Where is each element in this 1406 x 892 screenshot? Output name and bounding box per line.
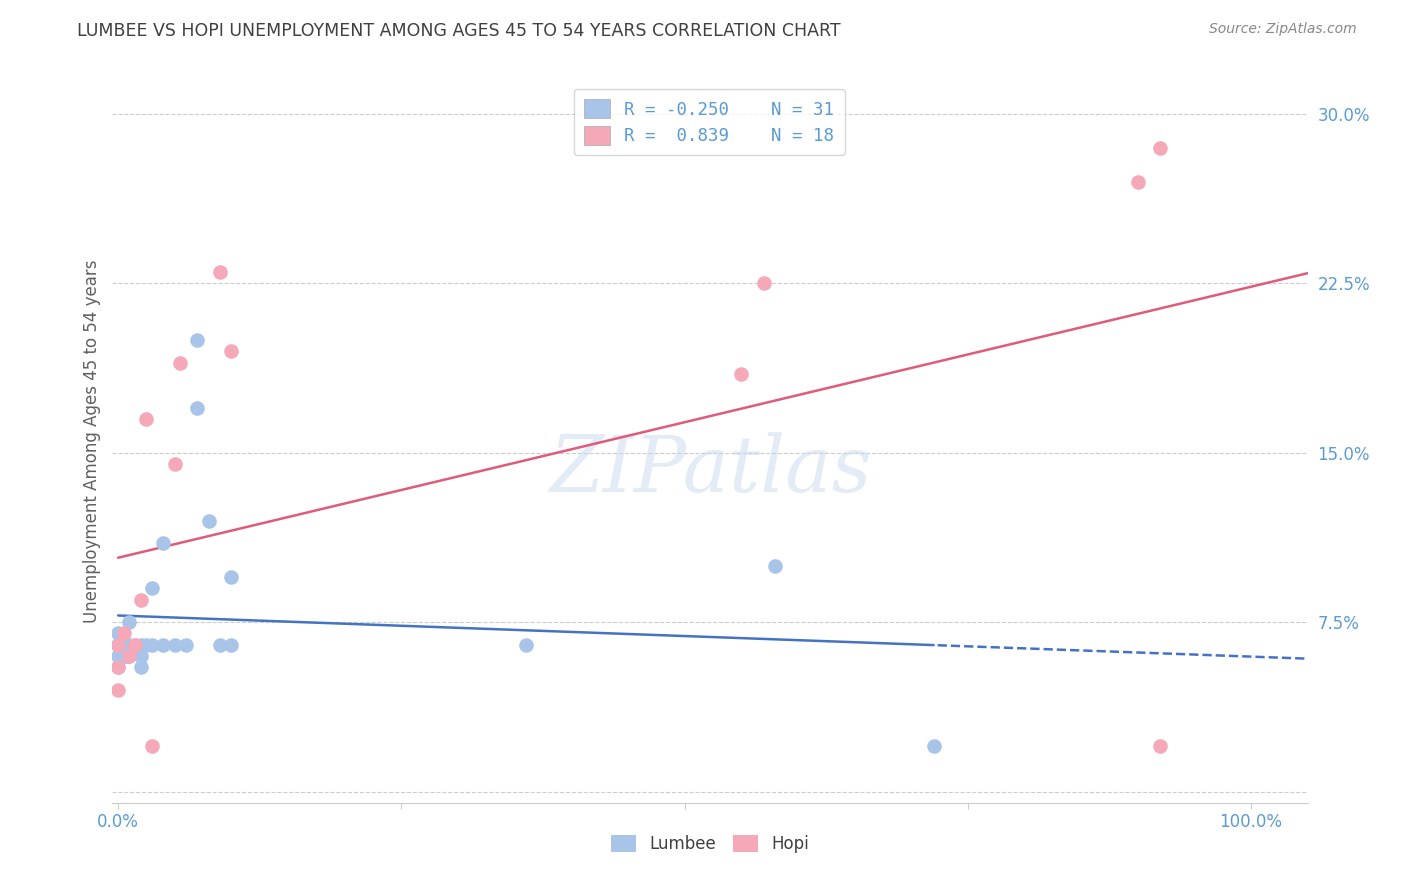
Point xyxy=(163,457,186,471)
Point xyxy=(118,638,141,652)
Point xyxy=(1149,141,1171,155)
Text: ZIPatlas: ZIPatlas xyxy=(548,433,872,508)
Point xyxy=(129,648,152,663)
Point xyxy=(112,638,135,652)
Point xyxy=(922,739,945,754)
Point xyxy=(763,558,786,573)
Point xyxy=(129,638,152,652)
Point xyxy=(129,660,152,674)
Point xyxy=(209,265,232,279)
Point xyxy=(152,536,174,550)
Point xyxy=(107,626,129,640)
Point xyxy=(221,570,243,584)
Text: Source: ZipAtlas.com: Source: ZipAtlas.com xyxy=(1209,22,1357,37)
Point xyxy=(141,582,163,596)
Point xyxy=(141,638,163,652)
Point xyxy=(118,615,141,630)
Point xyxy=(186,401,208,415)
Point xyxy=(515,638,537,652)
Y-axis label: Unemployment Among Ages 45 to 54 years: Unemployment Among Ages 45 to 54 years xyxy=(83,260,101,624)
Point xyxy=(209,638,232,652)
Point xyxy=(124,638,146,652)
Point xyxy=(107,638,129,652)
Point xyxy=(1149,739,1171,754)
Point xyxy=(107,638,129,652)
Point xyxy=(118,648,141,663)
Point xyxy=(730,367,752,381)
Point xyxy=(752,277,775,291)
Point xyxy=(221,638,243,652)
Point xyxy=(135,412,157,426)
Point xyxy=(107,638,129,652)
Point xyxy=(112,626,135,640)
Point xyxy=(135,638,157,652)
Point xyxy=(174,638,197,652)
Point xyxy=(107,682,129,697)
Point xyxy=(115,648,138,663)
Point xyxy=(129,592,152,607)
Point xyxy=(107,660,129,674)
Point xyxy=(107,660,129,674)
Point xyxy=(169,355,191,369)
Text: LUMBEE VS HOPI UNEMPLOYMENT AMONG AGES 45 TO 54 YEARS CORRELATION CHART: LUMBEE VS HOPI UNEMPLOYMENT AMONG AGES 4… xyxy=(77,22,841,40)
Point xyxy=(118,648,141,663)
Point xyxy=(141,739,163,754)
Point xyxy=(152,638,174,652)
Point xyxy=(124,638,146,652)
Point xyxy=(163,638,186,652)
Legend: Lumbee, Hopi: Lumbee, Hopi xyxy=(605,828,815,860)
Point xyxy=(186,333,208,347)
Point xyxy=(221,344,243,359)
Point xyxy=(115,648,138,663)
Point xyxy=(107,648,129,663)
Point xyxy=(1126,175,1149,189)
Point xyxy=(197,514,219,528)
